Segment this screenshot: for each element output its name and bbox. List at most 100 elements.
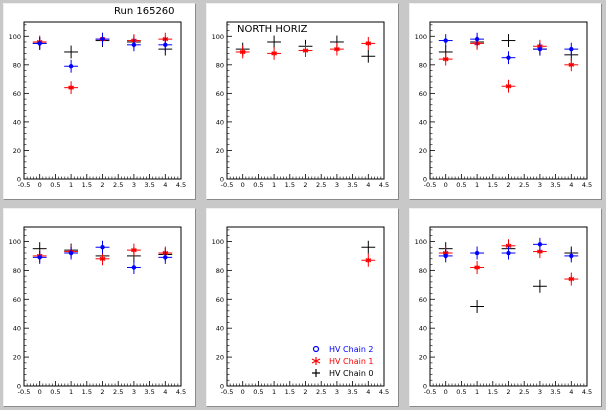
x-tick-label: -0.5 xyxy=(424,388,437,396)
marker xyxy=(569,46,574,52)
x-tick-label: 1 xyxy=(475,388,479,396)
x-tick-label: 3 xyxy=(132,181,136,189)
y-tick-label: 0 xyxy=(423,176,427,184)
marker xyxy=(131,247,137,253)
x-tick-label: 3.5 xyxy=(550,181,560,189)
point-hv-chain-1 xyxy=(126,243,141,257)
x-tick-label: 0.5 xyxy=(456,181,466,189)
point-hv-chain-2 xyxy=(158,38,173,52)
x-tick-label: 0 xyxy=(241,388,245,396)
x-tick-label: 0 xyxy=(38,388,42,396)
point-hv-chain-2 xyxy=(501,51,516,65)
x-tick-label: 4 xyxy=(163,388,167,396)
x-tick-label: 1 xyxy=(272,388,276,396)
point-hv-chain-1 xyxy=(95,252,110,266)
marker xyxy=(131,265,137,270)
y-tick-label: 60 xyxy=(216,296,224,304)
legend-label-chain0: HV Chain 0 xyxy=(329,368,374,378)
point-hv-chain-2 xyxy=(158,250,173,264)
y-tick-label: 20 xyxy=(13,147,21,155)
x-tick-label: 3.5 xyxy=(144,388,154,396)
point-hv-chain-0 xyxy=(470,299,485,314)
y-tick-label: 80 xyxy=(419,61,427,69)
point-hv-chain-2 xyxy=(438,34,453,47)
marker xyxy=(474,264,480,270)
y-tick-label: 80 xyxy=(13,267,21,275)
point-hv-chain-0 xyxy=(532,279,547,293)
marker xyxy=(100,245,105,250)
pad-3: -0.5 0 0.5 1 1.5 2 2.5 3 3.5 4 4.5 0 20 40 60 80 100 xyxy=(3,208,196,407)
x-tick-label: 3 xyxy=(335,181,339,189)
x-tick-label: 1 xyxy=(69,181,73,189)
legend-label-chain1: HV Chain 1 xyxy=(329,356,374,366)
x-tick-label: 3.5 xyxy=(550,388,560,396)
x-tick-label: 3 xyxy=(538,181,542,189)
point-hv-chain-2 xyxy=(64,246,79,260)
marker xyxy=(569,253,574,259)
y-tick-label: 40 xyxy=(13,118,21,126)
y-tick-label: 40 xyxy=(419,325,427,333)
y-tick-label: 20 xyxy=(419,147,427,155)
marker xyxy=(131,42,137,48)
x-tick-label: 4 xyxy=(163,181,167,189)
y-tick-label: 40 xyxy=(13,325,21,333)
y-tick-label: 100 xyxy=(9,33,21,41)
point-hv-chain-0 xyxy=(267,35,282,49)
y-tick-label: 0 xyxy=(220,383,224,391)
point-hv-chain-1 xyxy=(501,79,516,93)
point-hv-chain-2 xyxy=(126,260,141,274)
x-tick-label: 4.5 xyxy=(176,388,186,396)
x-tick-label: 1 xyxy=(475,181,479,189)
marker xyxy=(474,250,480,256)
point-hv-chain-0 xyxy=(501,34,516,47)
y-tick-label: 100 xyxy=(415,33,427,41)
marker xyxy=(506,55,511,60)
x-tick-label: 3.5 xyxy=(144,181,154,189)
x-tick-label: 1 xyxy=(272,181,276,189)
point-hv-chain-2 xyxy=(95,32,110,46)
x-tick-label: 3 xyxy=(538,388,542,396)
x-tick-label: 0.5 xyxy=(253,181,263,189)
y-tick-label: 80 xyxy=(216,61,224,69)
point-hv-chain-1 xyxy=(361,253,376,267)
x-tick-label: 3 xyxy=(335,388,339,396)
pad-5: -0.5 0 0.5 1 1.5 2 2.5 3 3.5 4 4.5 0 20 40 60 80 100 xyxy=(409,208,602,407)
marker xyxy=(443,253,448,259)
legend-item-chain1: HV Chain 1 xyxy=(305,355,374,367)
point-hv-chain-2 xyxy=(32,36,47,50)
marker xyxy=(474,36,480,42)
point-hv-chain-2 xyxy=(532,237,547,251)
marker xyxy=(506,250,511,256)
point-hv-chain-2 xyxy=(470,32,485,46)
x-tick-label: 4 xyxy=(366,181,370,189)
legend-item-chain2: HV Chain 2 xyxy=(305,343,374,355)
y-tick-label: 80 xyxy=(216,267,224,275)
point-hv-chain-2 xyxy=(564,249,579,263)
y-tick-label: 60 xyxy=(419,90,427,98)
x-tick-label: -0.5 xyxy=(221,181,234,189)
point-hv-chain-2 xyxy=(470,246,485,260)
point-hv-chain-2 xyxy=(126,38,141,52)
x-tick-label: 2 xyxy=(100,388,104,396)
marker xyxy=(505,83,512,89)
point-hv-chain-2 xyxy=(64,59,79,73)
y-tick-label: 60 xyxy=(419,296,427,304)
marker xyxy=(537,46,543,52)
x-tick-label: 2.5 xyxy=(519,181,529,189)
x-tick-label: 1.5 xyxy=(82,181,92,189)
x-tick-label: 3.5 xyxy=(347,181,357,189)
x-tick-label: 2.5 xyxy=(113,181,123,189)
x-tick-label: 4.5 xyxy=(582,181,592,189)
x-tick-label: 4 xyxy=(569,181,573,189)
point-hv-chain-2 xyxy=(32,250,47,264)
y-tick-label: 60 xyxy=(216,90,224,98)
x-tick-label: -0.5 xyxy=(18,388,31,396)
point-hv-chain-1 xyxy=(564,58,579,72)
x-tick-label: 0 xyxy=(444,388,448,396)
marker xyxy=(99,256,106,262)
marker xyxy=(302,48,309,54)
x-tick-label: 0.5 xyxy=(50,388,60,396)
point-hv-chain-1 xyxy=(564,272,579,286)
